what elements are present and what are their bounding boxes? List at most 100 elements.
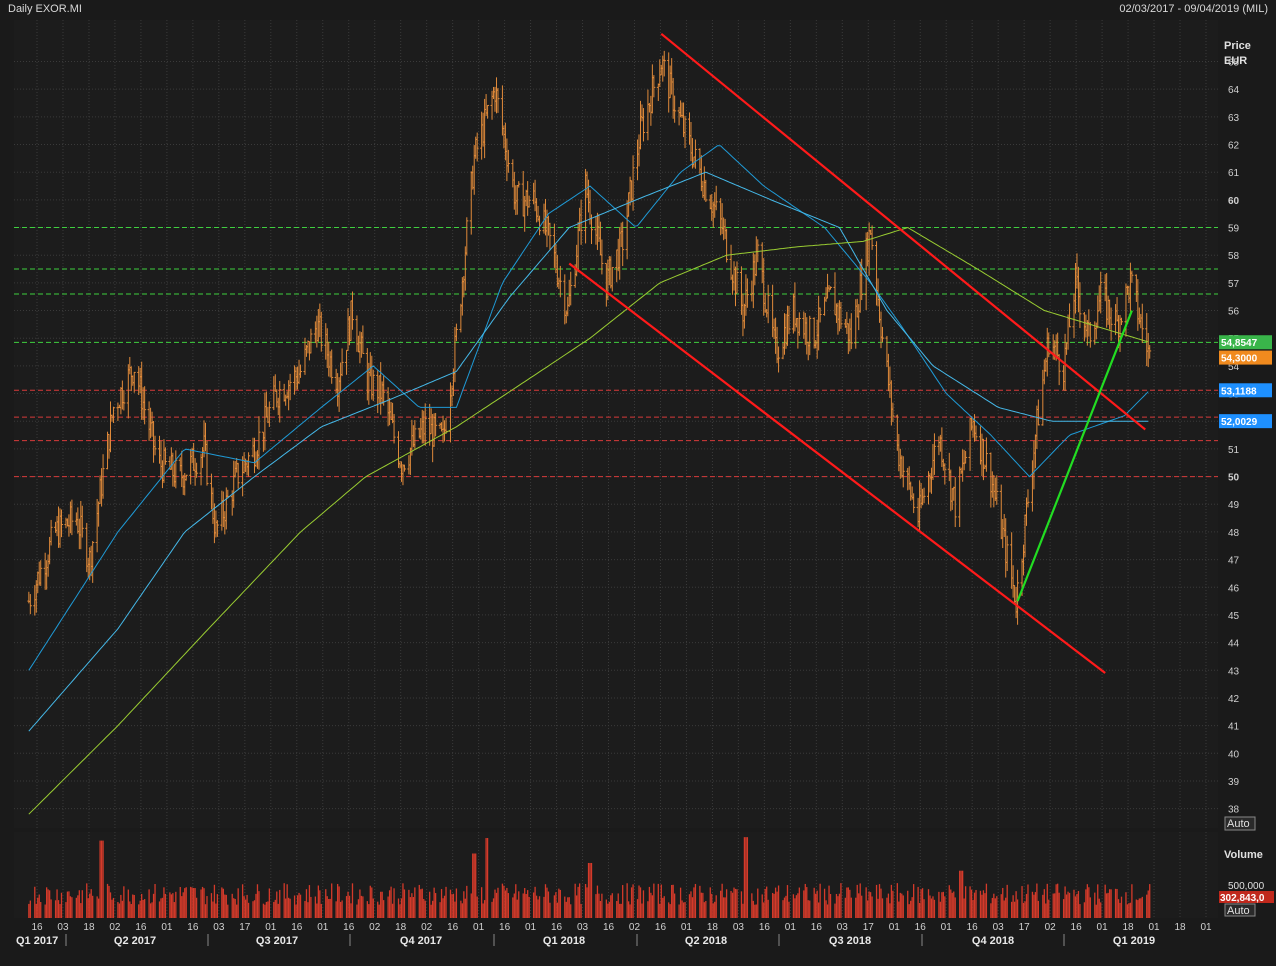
- time-axis: 16 03 18 02 16 01 16 03 17 01 16 01 16 02 18 02 16 01 16 01…: [16, 922, 1212, 947]
- day-tick-label: 01: [785, 922, 797, 933]
- price-tag: [1219, 414, 1272, 429]
- autoscale-button-volume[interactable]: [1224, 903, 1256, 917]
- price-tick-label: 63: [1228, 113, 1240, 124]
- day-tick-label: 03: [733, 922, 745, 933]
- day-tick-label: 01: [161, 922, 173, 933]
- quarter-label: Q4 2017: [400, 935, 442, 947]
- price-axis-label-price: Price: [1224, 40, 1251, 52]
- day-tick-label: 01: [525, 922, 537, 933]
- moving-average-line: [28, 145, 1149, 671]
- quarter-label: Q1 2019: [1113, 935, 1155, 947]
- day-tick-label: 17: [239, 922, 251, 933]
- day-tick-label: 17: [863, 922, 875, 933]
- price-tick-label: 58: [1228, 251, 1240, 262]
- day-tick-label: 01: [1148, 922, 1160, 933]
- price-tag-label: 53,1188: [1221, 386, 1257, 397]
- day-tick-label: 03: [213, 922, 225, 933]
- price-tick-label: 61: [1228, 168, 1240, 179]
- price-tag-label: 52,0029: [1221, 417, 1258, 428]
- day-tick-label: 16: [811, 922, 823, 933]
- price-tick-label: 40: [1228, 749, 1240, 760]
- quarter-label: Q2 2018: [685, 935, 727, 947]
- volume-tick-label: 500,000: [1228, 881, 1265, 892]
- price-tick-label: 57: [1228, 279, 1240, 290]
- day-tick-label: 02: [629, 922, 641, 933]
- price-tick-label: 50: [1228, 473, 1240, 484]
- day-tick-label: 16: [343, 922, 355, 933]
- day-tick-label: 16: [31, 922, 43, 933]
- day-tick-label: 02: [421, 922, 433, 933]
- day-tick-label: 01: [1097, 922, 1109, 933]
- price-tick-label: 48: [1228, 528, 1240, 539]
- volume-label: Volume: [1224, 849, 1263, 861]
- quarter-label: Q1 2017: [16, 935, 58, 947]
- price-tag-label: 54,8547: [1221, 338, 1258, 349]
- chart-title: Daily EXOR.MI: [8, 3, 82, 15]
- day-tick-label: 18: [395, 922, 407, 933]
- day-tick-label: 18: [83, 922, 95, 933]
- quarter-label: Q2 2017: [114, 935, 156, 947]
- trend-lines: [568, 32, 1146, 674]
- price-panel-bg: [14, 20, 1218, 828]
- day-tick-label: 02: [369, 922, 381, 933]
- day-tick-label: 16: [499, 922, 511, 933]
- price-tick-label: 56: [1228, 307, 1240, 318]
- moving-averages: [28, 145, 1149, 815]
- price-axis: 3839404142434445464748495051525354555657…: [1228, 58, 1240, 816]
- price-tick-label: 60: [1228, 196, 1240, 207]
- quarter-label: Q1 2018: [543, 935, 585, 947]
- day-tick-label: 01: [681, 922, 693, 933]
- price-tick-label: 49: [1228, 500, 1240, 511]
- volume-bars: [28, 837, 1151, 918]
- day-tick-label: 16: [551, 922, 563, 933]
- day-tick-label: 17: [1019, 922, 1031, 933]
- price-tick-label: 43: [1228, 666, 1240, 677]
- autoscale-label-volume: Auto: [1227, 905, 1250, 917]
- day-tick-label: 16: [967, 922, 979, 933]
- uptrend-line: [1016, 310, 1133, 602]
- quarter-label: Q3 2017: [256, 935, 298, 947]
- downtrend-channel-line: [568, 262, 1106, 674]
- price-tag: [1219, 350, 1272, 365]
- price-tick-label: 59: [1228, 224, 1240, 235]
- price-tick-label: 65: [1228, 58, 1240, 69]
- day-tick-label: 16: [447, 922, 459, 933]
- day-tick-label: 02: [109, 922, 121, 933]
- price-tag: [1219, 335, 1272, 350]
- price-tick-label: 44: [1228, 639, 1240, 650]
- day-tick-label: 18: [1123, 922, 1135, 933]
- day-tick-label: 01: [889, 922, 901, 933]
- day-tick-label: 03: [577, 922, 589, 933]
- price-tags: 54,8547 54,3000 53,1188 52,0029: [1219, 335, 1272, 429]
- day-tick-label: 01: [317, 922, 329, 933]
- price-tick-label: 46: [1228, 583, 1240, 594]
- day-tick-label: 18: [1174, 922, 1186, 933]
- day-tick-label: 16: [759, 922, 771, 933]
- day-tick-label: 16: [135, 922, 147, 933]
- price-candles: [27, 50, 1152, 625]
- day-tick-label: 16: [1071, 922, 1083, 933]
- day-tick-label: 16: [291, 922, 303, 933]
- price-tag: [1219, 383, 1272, 398]
- day-tick-label: 01: [1200, 922, 1212, 933]
- day-tick-label: 16: [655, 922, 667, 933]
- price-axis-label-eur: EUR: [1224, 55, 1247, 67]
- date-range: 02/03/2017 - 09/04/2019 (MIL): [1119, 3, 1268, 15]
- price-tick-label: 38: [1228, 805, 1240, 816]
- price-tick-label: 64: [1228, 85, 1240, 96]
- day-tick-label: 16: [187, 922, 199, 933]
- volume-last-tag: [1219, 891, 1274, 903]
- price-tick-label: 54: [1228, 362, 1240, 373]
- autoscale-button-price[interactable]: [1224, 816, 1256, 831]
- price-tick-label: 62: [1228, 141, 1240, 152]
- quarter-label: Q3 2018: [829, 935, 871, 947]
- day-tick-label: 01: [941, 922, 953, 933]
- price-tag-label: 54,3000: [1221, 354, 1258, 365]
- price-tick-label: 42: [1228, 694, 1240, 705]
- moving-average-line: [28, 171, 1149, 732]
- price-tick-label: 45: [1228, 611, 1240, 622]
- day-tick-label: 16: [915, 922, 927, 933]
- day-tick-label: 01: [265, 922, 277, 933]
